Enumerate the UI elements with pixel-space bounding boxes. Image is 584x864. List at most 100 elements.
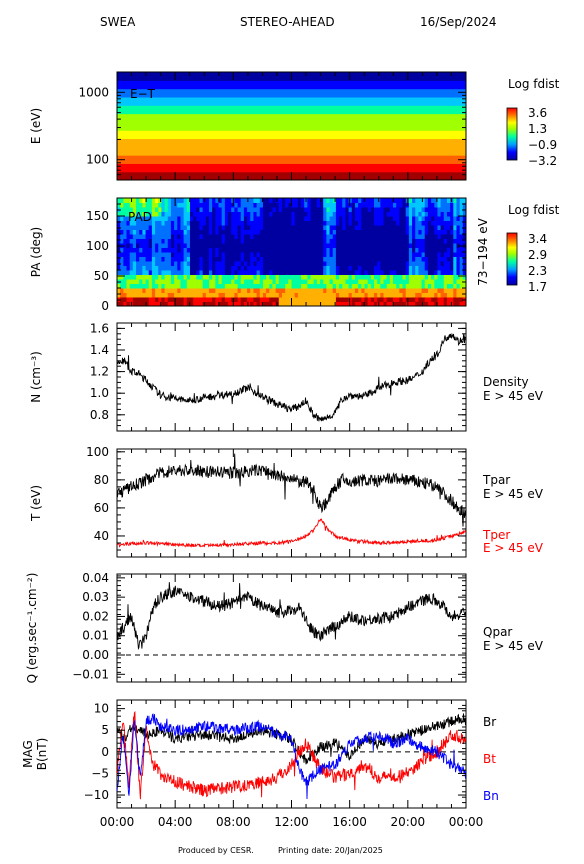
- tpar-name: Tpar: [482, 473, 510, 487]
- pad-cell: [218, 198, 223, 203]
- pad-cell: [453, 288, 457, 293]
- pad-cell: [189, 225, 194, 230]
- pad-cell: [370, 234, 375, 239]
- pad-cell: [212, 270, 216, 275]
- pad-cell: [291, 301, 296, 306]
- temperature-lines: [117, 453, 466, 548]
- pad-cell: [231, 265, 235, 271]
- et-cbar-tick-2: −0.9: [528, 138, 557, 152]
- pad-cell: [266, 256, 270, 262]
- pad-cell: [453, 279, 457, 284]
- pad-cell: [266, 261, 270, 266]
- pad-cell: [443, 202, 448, 208]
- pad-cell: [221, 270, 226, 275]
- pad-cell: [307, 297, 312, 302]
- pad-cell: [193, 207, 197, 212]
- pad-cell: [402, 261, 407, 266]
- pad-cell: [297, 211, 302, 217]
- pad-cell: [323, 261, 327, 266]
- pad-cell: [221, 279, 226, 284]
- pad-cell: [326, 265, 331, 271]
- pad-cell: [247, 261, 251, 266]
- pad-cell: [446, 283, 451, 289]
- pad-cell: [189, 261, 194, 266]
- pad-cell: [310, 283, 315, 289]
- pad-cell: [431, 211, 435, 217]
- pad-cell: [142, 283, 147, 289]
- pad-cell: [415, 283, 419, 289]
- pad-cell: [186, 265, 191, 271]
- pad-cell: [186, 256, 191, 262]
- pad-cell: [450, 283, 454, 289]
- pad-cell: [393, 297, 397, 302]
- pad-cell: [129, 274, 134, 280]
- pad-cell: [389, 301, 394, 306]
- pad-cell: [323, 288, 327, 293]
- pad-cell: [405, 292, 410, 298]
- pad-cell: [199, 283, 204, 289]
- pad-cell: [323, 292, 327, 298]
- pad-cell: [136, 216, 140, 221]
- pad-cell: [288, 211, 292, 217]
- pad-cell: [281, 292, 286, 298]
- pad-cell: [427, 216, 432, 221]
- pad-cell: [196, 234, 200, 239]
- pad-cell: [129, 202, 134, 208]
- pad-cell: [402, 202, 407, 208]
- pad-cell: [443, 256, 448, 262]
- pad-cell: [174, 283, 178, 289]
- pad-cell: [431, 198, 435, 203]
- pad-cell: [199, 252, 204, 257]
- pad-cell: [386, 216, 391, 221]
- pad-cell: [320, 265, 324, 271]
- pad-cell: [367, 261, 372, 266]
- pad-cell: [383, 211, 388, 217]
- pad-cell: [126, 261, 131, 266]
- pad-cell: [136, 265, 140, 271]
- pad-cell: [275, 288, 280, 293]
- pad-cell: [120, 288, 124, 293]
- pad-cell: [151, 256, 156, 262]
- pad-cell: [329, 234, 334, 239]
- pad-cell: [139, 234, 143, 239]
- pad-cell: [177, 247, 181, 253]
- pad-cell: [402, 279, 407, 284]
- pad-cell: [243, 301, 248, 306]
- pad-cell: [339, 216, 343, 221]
- pad-cell: [329, 229, 334, 235]
- pad-cell: [237, 252, 242, 257]
- pad-cell: [418, 270, 423, 275]
- pad-cell: [186, 229, 191, 235]
- pad-cell: [351, 211, 356, 217]
- pad-cell: [132, 261, 137, 266]
- pad-cell: [224, 301, 229, 306]
- pad-cell: [237, 283, 242, 289]
- pad-cell: [259, 247, 264, 253]
- pad-cell: [358, 220, 362, 226]
- pad-cell: [386, 256, 391, 262]
- pad-cell: [151, 265, 156, 271]
- pad-cell: [221, 198, 226, 203]
- pad-cell: [456, 229, 461, 235]
- mag-lines: [117, 710, 466, 800]
- pad-cell: [377, 238, 381, 244]
- pad-cell: [389, 207, 394, 212]
- pad-cell: [402, 256, 407, 262]
- pad-cell: [278, 265, 283, 271]
- pad-cell: [183, 270, 188, 275]
- pad-cell: [132, 247, 137, 253]
- pad-cell: [205, 216, 210, 221]
- pad-cell: [459, 247, 464, 253]
- pad-cell: [370, 220, 375, 226]
- pad-cell: [199, 270, 204, 275]
- time-axis: 00:00 04:00 08:00 12:00 16:00 20:00 00:00: [100, 72, 483, 829]
- pad-cell: [304, 243, 308, 248]
- pad-cell: [434, 256, 438, 262]
- pad-cell: [297, 234, 302, 239]
- pad-cell: [320, 220, 324, 226]
- pad-cell: [224, 261, 229, 266]
- pad-cell: [383, 234, 388, 239]
- pad-cell: [450, 225, 454, 230]
- pad-cell: [218, 279, 223, 284]
- pad-cell: [358, 301, 362, 306]
